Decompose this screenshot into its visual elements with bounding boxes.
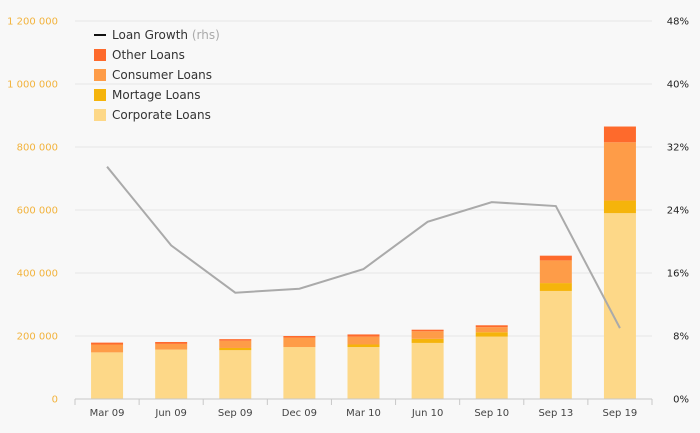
left-tick-label: 600 000 [17, 206, 58, 217]
bar-segment [411, 342, 444, 399]
loan-growth-line-group [106, 166, 621, 329]
bar-segment [539, 255, 572, 261]
bar-segment [475, 332, 508, 337]
bar-segment [283, 337, 316, 348]
bar-segment [155, 343, 188, 350]
legend-label: Loan Growth (rhs) [112, 28, 220, 42]
x-tick-label: Sep 13 [538, 408, 573, 419]
legend-item: Other Loans [94, 48, 185, 62]
right-tick-label: 8% [673, 332, 689, 343]
bar-segment [283, 347, 316, 399]
bar-segment [347, 336, 380, 345]
bar-segment [219, 347, 252, 351]
right-tick-label: 48% [667, 17, 689, 28]
left-tick-label: 1 000 000 [7, 80, 58, 91]
x-tick-label: Jun 10 [411, 408, 444, 419]
loan-growth-line [106, 166, 621, 329]
left-tick-label: 0 [52, 395, 58, 406]
bar-segment [347, 334, 380, 337]
x-tick-label: Jun 09 [154, 408, 187, 419]
legend-item: Corporate Loans [94, 108, 211, 122]
bar-segment [411, 338, 444, 343]
legend-item: Consumer Loans [94, 68, 212, 82]
bar-segment [539, 290, 572, 399]
bar-segment [603, 200, 636, 214]
legend-label: Corporate Loans [112, 108, 211, 122]
bar-segment [603, 142, 636, 201]
right-tick-label: 32% [667, 143, 689, 154]
bar-segment [219, 350, 252, 399]
bar-segment [219, 340, 252, 348]
bar-segment [411, 329, 444, 332]
legend-label: Consumer Loans [112, 68, 212, 82]
bar-segment [539, 260, 572, 284]
legend-label: Other Loans [112, 48, 185, 62]
left-tick-label: 200 000 [17, 332, 58, 343]
legend-item: Mortage Loans [94, 88, 201, 102]
legend-item: Loan Growth (rhs) [94, 28, 220, 42]
x-tick-label: Mar 10 [346, 408, 381, 419]
legend-label: Mortage Loans [112, 88, 201, 102]
x-tick-label: Sep 10 [474, 408, 509, 419]
x-tick-label: Sep 19 [603, 408, 638, 419]
bar-segment [283, 336, 316, 338]
bar-segment [411, 331, 444, 339]
right-tick-label: 16% [667, 269, 689, 280]
x-tick-label: Mar 09 [90, 408, 125, 419]
bar-segment [91, 342, 124, 345]
x-tick-label: Sep 09 [218, 408, 253, 419]
left-tick-label: 400 000 [17, 269, 58, 280]
legend-label-suffix: (rhs) [192, 28, 220, 42]
legend-swatch [94, 89, 106, 101]
bar-segment [155, 341, 188, 344]
legend-swatch [94, 49, 106, 61]
legend-swatch [94, 109, 106, 121]
bar-segment [347, 347, 380, 399]
bar-segment [539, 283, 572, 291]
bar-segment [347, 344, 380, 348]
stacked-bars [91, 126, 636, 399]
axes: 0 200 000 400 000 600 000 800 000 1 000 000 1 … [7, 17, 689, 420]
left-tick-label: 800 000 [17, 143, 58, 154]
bar-segment [475, 325, 508, 328]
bar-segment [91, 352, 124, 399]
x-tick-label: Dec 09 [282, 408, 317, 419]
bar-segment [91, 344, 124, 353]
bar-segment [475, 336, 508, 399]
legend-swatch [94, 69, 106, 81]
right-tick-label: 0% [673, 395, 689, 406]
bar-segment [603, 126, 636, 143]
left-tick-label: 1 200 000 [7, 17, 58, 28]
bar-segment [155, 349, 188, 399]
right-tick-label: 24% [667, 206, 689, 217]
bar-segment [475, 327, 508, 333]
legend: Loan Growth (rhs) Other Loans Consumer Loa… [94, 28, 220, 122]
right-tick-label: 40% [667, 80, 689, 91]
bar-segment [219, 339, 252, 341]
